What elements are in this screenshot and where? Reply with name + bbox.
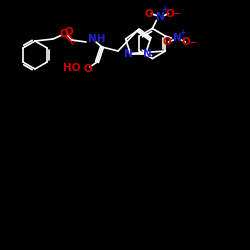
Text: O: O xyxy=(182,37,191,47)
Text: N: N xyxy=(143,48,152,58)
Text: N: N xyxy=(124,48,133,58)
Text: HO: HO xyxy=(62,63,80,73)
Text: O: O xyxy=(64,27,74,37)
Text: +: + xyxy=(161,5,168,14)
Text: −: − xyxy=(188,38,196,46)
Text: N: N xyxy=(156,12,165,22)
Text: −: − xyxy=(172,9,179,18)
Text: N: N xyxy=(173,33,182,43)
Text: NH: NH xyxy=(88,34,106,44)
Text: O: O xyxy=(60,29,68,39)
Text: O: O xyxy=(84,64,92,74)
Text: O: O xyxy=(166,8,175,18)
Text: O: O xyxy=(163,37,172,47)
Text: +: + xyxy=(179,28,186,36)
Text: O: O xyxy=(145,8,154,18)
